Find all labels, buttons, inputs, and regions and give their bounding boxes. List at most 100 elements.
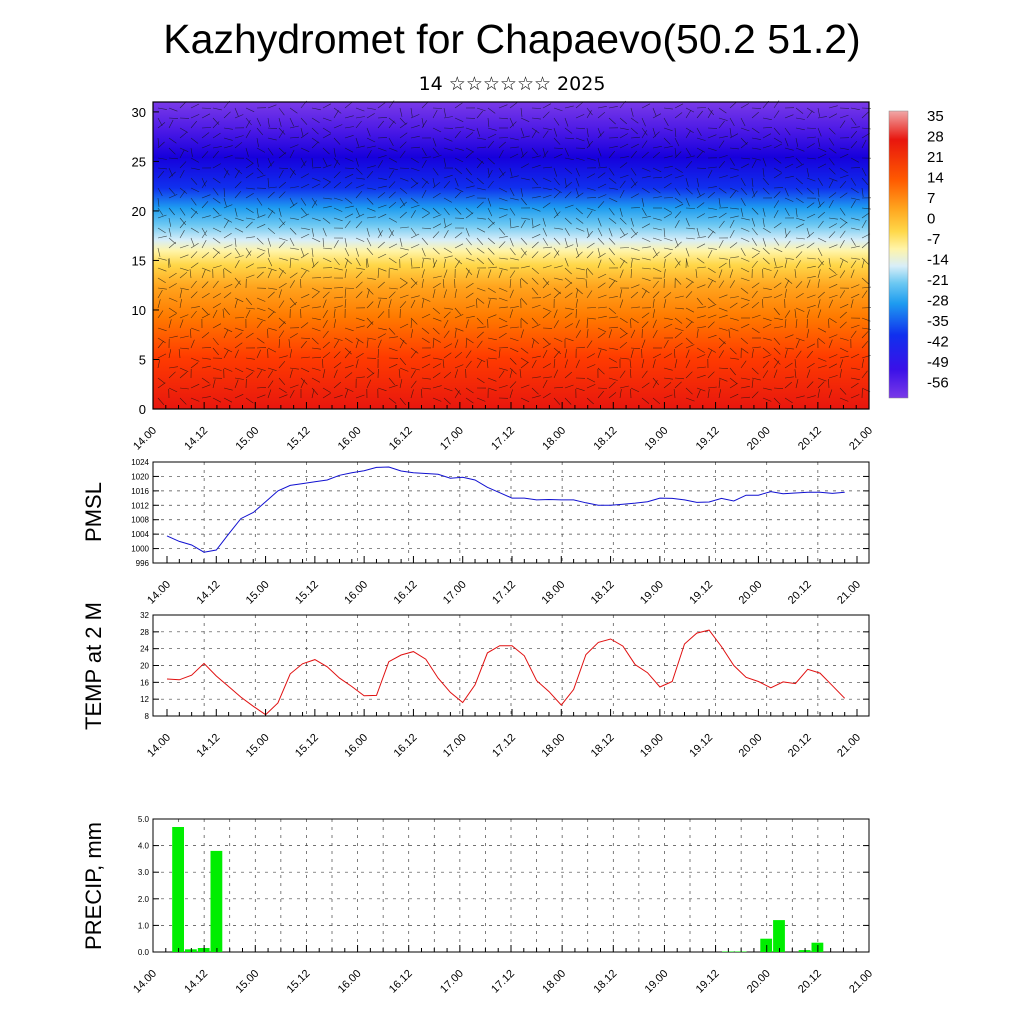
y-tick-label: 20	[140, 662, 149, 671]
x-tick-label: 17.00	[438, 968, 466, 996]
precip-bar	[172, 827, 184, 952]
x-tick-label: 15.00	[244, 732, 272, 760]
y-tick-label: 15	[132, 253, 146, 268]
x-tick-label: 14.12	[194, 732, 222, 760]
y-tick-label: 20	[132, 204, 146, 219]
x-tick-label: 21.00	[847, 968, 875, 996]
colorbar-label: -42	[927, 334, 949, 351]
x-tick-label: 17.00	[438, 425, 466, 453]
precip-panel: 0.0 1.0 2.0 3.0 4.0 5.0 14.00 14.12 15.00 15.12 16…	[81, 815, 875, 996]
x-tick-label: 15.12	[285, 425, 313, 453]
x-tick-label: 18.00	[539, 579, 567, 607]
x-tick-label: 21.00	[835, 579, 863, 607]
x-tick-label: 19.12	[687, 579, 715, 607]
temperature-wind-crosssection-panel: 0 5 10 15 20 25 30 14.00 14.12 15.00 15.12 16.00 16.…	[131, 100, 949, 453]
y-tick-label: 4.0	[138, 842, 150, 851]
y-tick-label: 8	[145, 712, 150, 721]
chart-title: Kazhydromet for Chapaevo(50.2 51.2)	[163, 16, 861, 62]
x-tick-label: 17.00	[441, 579, 469, 607]
y-tick-label: 5.0	[138, 815, 150, 824]
x-tick-label: 16.12	[392, 579, 420, 607]
colorbar-label: -49	[927, 354, 949, 371]
y-tick-label: 1.0	[138, 921, 150, 930]
x-tick-label: 18.00	[540, 425, 568, 453]
x-tick-label: 17.00	[441, 732, 469, 760]
colorbar-scale	[888, 110, 909, 399]
x-tick-label: 16.00	[342, 732, 370, 760]
x-tick-label: 21.00	[835, 732, 863, 760]
x-tick-label: 20.12	[796, 425, 824, 453]
x-tick-label: 20.12	[786, 579, 814, 607]
y-tick-label: 1020	[131, 472, 149, 481]
y-tick-label: 996	[136, 559, 150, 568]
x-tick-label: 14.12	[194, 579, 222, 607]
temperature-field	[153, 102, 869, 409]
x-tick-label: 20.00	[745, 425, 773, 453]
y-tick-label: 1024	[131, 458, 149, 467]
temp-2m-panel: 8 12 16 20 24 28 32 14.00 14.12 15.00 15.12 16.00 16…	[81, 602, 870, 760]
x-tick-label: 14.00	[145, 732, 173, 760]
x-tick-label: 18.12	[589, 732, 617, 760]
y-tick-label: 1012	[131, 501, 149, 510]
x-tick-label: 16.12	[387, 425, 415, 453]
colorbar-label: -21	[927, 272, 949, 289]
x-tick-label: 15.12	[285, 968, 313, 996]
x-tick-label: 20.12	[796, 968, 824, 996]
y-tick-label: 2.0	[138, 895, 150, 904]
x-tick-label: 16.12	[392, 732, 420, 760]
x-tick-label: 15.00	[244, 579, 272, 607]
x-tick-label: 20.12	[786, 732, 814, 760]
x-tick-label: 18.00	[539, 732, 567, 760]
y-tick-label: 28	[140, 628, 149, 637]
y-tick-label: 0.0	[138, 948, 150, 957]
wind-vectors	[157, 100, 872, 406]
x-tick-label: 18.12	[591, 968, 619, 996]
x-tick-label: 17.12	[490, 732, 518, 760]
x-tick-label: 16.00	[342, 579, 370, 607]
y-tick-label: 32	[140, 611, 149, 620]
colorbar-label: 28	[927, 129, 944, 146]
colorbar-label: -7	[927, 231, 940, 248]
x-tick-label: 16.00	[336, 425, 364, 453]
x-tick-label: 16.00	[336, 968, 364, 996]
pmsl-panel: 996 1000 1004 1008 1012 1016 1020 1024 14.00 14.1…	[81, 458, 870, 607]
x-tick-label: 18.00	[540, 968, 568, 996]
x-tick-label: 14.00	[131, 425, 159, 453]
x-tick-label: 18.12	[589, 579, 617, 607]
x-tick-label: 21.00	[847, 425, 875, 453]
x-tick-label: 19.12	[687, 732, 715, 760]
colorbar-label: 35	[927, 108, 944, 125]
y-axis-label: TEMP at 2 M	[81, 602, 106, 730]
x-tick-label: 14.00	[131, 968, 159, 996]
x-tick-label: 14.12	[182, 968, 210, 996]
precip-bar	[773, 920, 785, 952]
series-line	[166, 629, 846, 716]
x-tick-label: 19.00	[643, 425, 671, 453]
colorbar-label: -14	[927, 252, 949, 269]
x-tick-label: 17.12	[489, 968, 517, 996]
x-tick-label: 19.00	[638, 732, 666, 760]
y-tick-label: 1004	[131, 530, 149, 539]
x-tick-label: 14.12	[182, 425, 210, 453]
x-tick-label: 20.00	[737, 732, 765, 760]
series-line	[166, 466, 845, 553]
y-tick-label: 25	[132, 154, 146, 169]
x-tick-label: 14.00	[145, 579, 173, 607]
y-tick-label: 5	[139, 352, 146, 367]
y-tick-label: 1016	[131, 487, 149, 496]
colorbar: 35 28 21 14 7 0 -7 -14 -21 -28 -35 -42 -49 -56	[888, 108, 949, 399]
x-tick-label: 15.00	[233, 425, 261, 453]
colorbar-label: 14	[927, 170, 944, 187]
x-tick-label: 17.12	[490, 579, 518, 607]
x-tick-label: 16.12	[387, 968, 415, 996]
y-tick-label: 1008	[131, 516, 149, 525]
x-tick-label: 19.00	[638, 579, 666, 607]
x-tick-label: 17.12	[489, 425, 517, 453]
chart-subtitle: 14 ☆☆☆☆☆☆ 2025	[418, 73, 606, 95]
y-tick-label: 12	[140, 695, 149, 704]
y-axis-label: PRECIP, mm	[81, 822, 106, 950]
colorbar-label: -28	[927, 293, 949, 310]
y-tick-label: 30	[132, 105, 146, 120]
x-tick-label: 20.00	[737, 579, 765, 607]
